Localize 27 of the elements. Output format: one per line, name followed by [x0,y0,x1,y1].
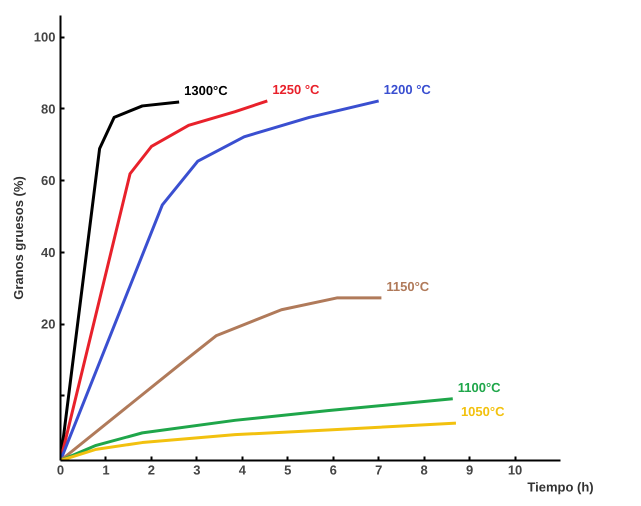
x-tick-label: 5 [284,462,292,478]
y-tick-label: 20 [41,316,56,332]
series-label: 1150°C [386,278,430,294]
y-tick-label: 60 [41,173,56,188]
x-tick-label: 7 [375,462,382,478]
x-tick-label: 4 [238,462,247,478]
line-series [60,296,383,460]
line-series [60,422,458,460]
series-label: 1300°C [184,82,228,98]
y-tick-label: 80 [41,101,56,116]
x-tick-label: 10 [508,462,522,478]
y-tick-label: 100 [34,30,56,45]
x-tick-label: 8 [420,462,428,478]
series-label: 1200 °C [384,82,432,97]
x-tick-label: 2 [148,462,156,478]
line-series [60,397,454,460]
series-label: 1100°C [458,380,502,395]
x-tick-label: 1 [102,462,110,478]
x-tick-label: 0 [56,462,64,478]
series-label: 1050°C [460,404,506,420]
y-tick-label: 40 [41,244,56,260]
y-axis-title: Granos gruesos (%) [10,176,26,300]
x-tick-label: 3 [193,462,200,478]
x-tick-label: 9 [466,462,474,478]
x-tick-label: 6 [330,462,337,478]
series-label: 1250 °C [272,82,320,97]
x-axis-title: Tiempo (h) [527,480,594,494]
